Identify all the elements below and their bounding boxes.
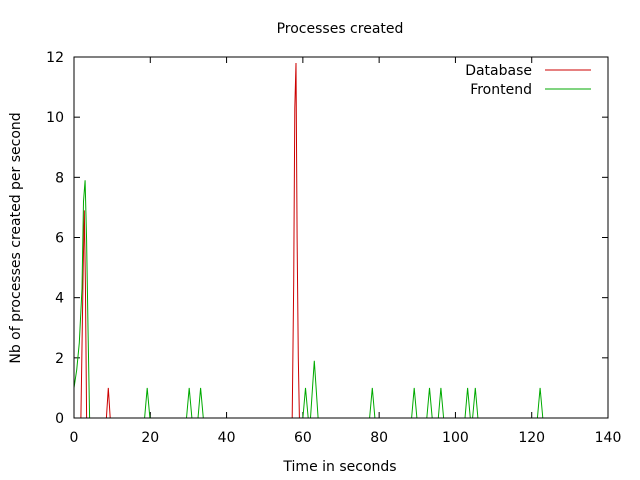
y-tick-label-2: 4 (55, 291, 64, 307)
x-tick-label-4: 80 (370, 430, 388, 446)
x-tick-label-3: 60 (294, 430, 312, 446)
legend-label-database: Database (465, 63, 532, 79)
tick-labels: 0 20 40 60 80 100 120 140 0 2 4 6 8 10 12 (46, 50, 621, 446)
x-tick-label-1: 20 (141, 430, 159, 446)
x-tick-label-0: 0 (70, 430, 79, 446)
x-tick-label-7: 140 (595, 430, 622, 446)
series-line-frontend (73, 180, 544, 419)
y-tick-label-6: 12 (46, 50, 64, 66)
y-axis-label: Nb of processes created per second (8, 112, 24, 363)
legend-label-frontend: Frontend (470, 82, 532, 98)
axis-ticks (73, 56, 609, 419)
x-tick-label-2: 40 (218, 430, 236, 446)
x-axis-label: Time in seconds (282, 459, 396, 475)
y-tick-label-3: 6 (55, 231, 64, 247)
chart-title: Processes created (277, 21, 404, 37)
series-layer (73, 62, 544, 419)
series-line-database (80, 62, 300, 419)
legend: Database Frontend (465, 63, 591, 98)
x-tick-label-5: 100 (442, 430, 469, 446)
plot-frame (73, 56, 609, 419)
y-tick-label-1: 2 (55, 351, 64, 367)
x-tick-label-6: 120 (518, 430, 545, 446)
y-tick-label-0: 0 (55, 411, 64, 427)
y-tick-label-4: 8 (55, 170, 64, 186)
y-tick-label-5: 10 (46, 110, 64, 126)
